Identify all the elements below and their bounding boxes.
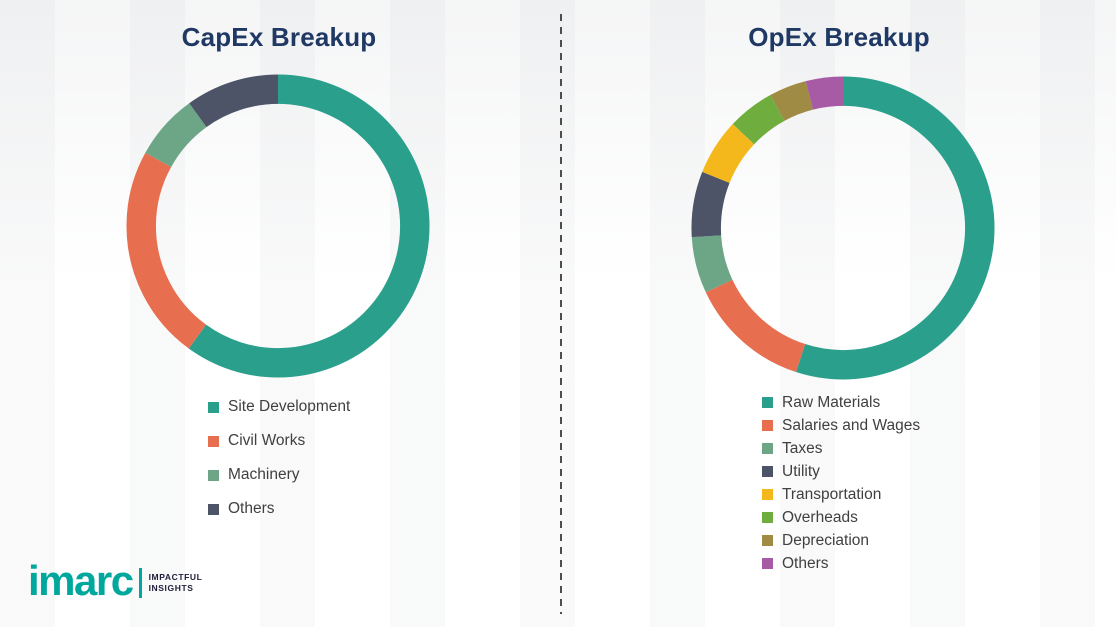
legend-swatch-others [208, 503, 219, 515]
legend-label-taxes: Taxes [782, 439, 823, 457]
legend-item-utility: Utility [762, 460, 920, 483]
legend-label-others: Others [228, 500, 275, 517]
opex-legend: Raw Materials Salaries and Wages Taxes Util… [762, 391, 920, 575]
legend-label-transportation: Transportation [782, 485, 882, 503]
legend-item-salaries-and-wages: Salaries and Wages [762, 414, 920, 437]
legend-item-others: Others [762, 552, 920, 575]
legend-item-transportation: Transportation [762, 483, 920, 506]
imarc-tagline-line2: INSIGHTS [148, 583, 194, 593]
legend-label-raw-materials: Raw Materials [782, 393, 881, 411]
legend-label-site-development: Site Development [228, 398, 351, 415]
legend-swatch-site-development [208, 401, 219, 413]
donut-segment-others [126, 74, 430, 378]
legend-swatch-overheads [762, 512, 773, 523]
opex-chart-title: OpEx Breakup [748, 22, 930, 52]
legend-item-machinery: Machinery [208, 458, 350, 492]
legend-item-taxes: Taxes [762, 437, 920, 460]
capex-panel: CapEx Breakup Site Development Civil Work… [126, 22, 430, 526]
vertical-dashed-divider [560, 14, 562, 614]
legend-swatch-transportation [762, 489, 773, 500]
legend-swatch-machinery [208, 469, 219, 481]
imarc-logo: imarc IMPACTFUL INSIGHTS [28, 560, 202, 602]
imarc-logo-tagline: IMPACTFUL INSIGHTS [149, 572, 203, 595]
capex-donut-chart [126, 74, 430, 378]
donut-segment-utility [691, 76, 995, 380]
opex-panel: OpEx Breakup Raw Materials Salaries and W… [562, 0, 1116, 627]
donut-segment-others [691, 76, 995, 380]
legend-item-others: Others [208, 492, 350, 526]
capex-chart-title: CapEx Breakup [181, 22, 377, 52]
legend-swatch-raw-materials [762, 397, 773, 408]
legend-item-civil-works: Civil Works [208, 424, 350, 458]
legend-item-site-development: Site Development [208, 390, 350, 424]
legend-label-salaries-and-wages: Salaries and Wages [782, 416, 921, 434]
legend-item-depreciation: Depreciation [762, 529, 920, 552]
imarc-tagline-line1: IMPACTFUL [148, 571, 203, 582]
legend-label-depreciation: Depreciation [782, 531, 870, 549]
legend-swatch-salaries-and-wages [762, 420, 773, 431]
legend-swatch-taxes [762, 443, 773, 454]
imarc-logo-divider-bar [138, 568, 142, 598]
legend-label-civil-works: Civil Works [228, 432, 306, 449]
opex-donut-chart [691, 76, 995, 380]
legend-swatch-utility [762, 466, 773, 477]
legend-item-raw-materials: Raw Materials [762, 391, 920, 414]
imarc-logo-wordmark: imarc [28, 557, 134, 604]
legend-swatch-civil-works [208, 435, 219, 447]
capex-legend: Site Development Civil Works Machinery Othe… [208, 390, 350, 526]
legend-label-others: Others [782, 554, 829, 572]
legend-label-machinery: Machinery [228, 466, 300, 483]
legend-item-overheads: Overheads [762, 506, 920, 529]
legend-label-overheads: Overheads [782, 508, 858, 526]
legend-swatch-depreciation [762, 535, 773, 546]
legend-label-utility: Utility [782, 462, 820, 480]
donut-segment-civil-works [126, 74, 430, 378]
legend-swatch-others [762, 558, 773, 569]
